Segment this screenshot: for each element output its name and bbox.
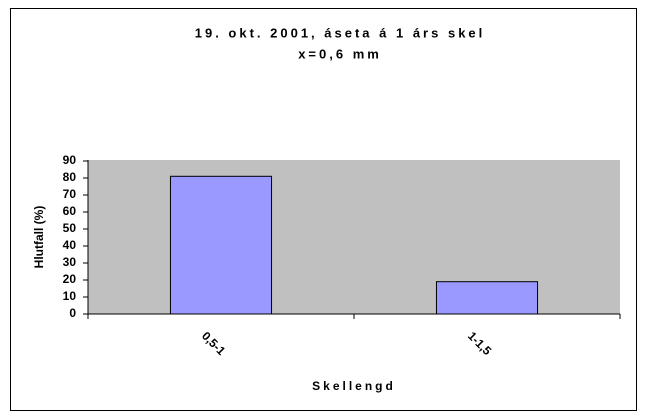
- y-tick-label: 70: [63, 187, 77, 201]
- y-tick-label: 20: [63, 272, 77, 286]
- y-axis-label: Hlutfall (%): [32, 206, 46, 269]
- y-tick-label: 40: [63, 238, 77, 252]
- y-tick-label: 30: [63, 255, 77, 269]
- chart-subtitle: x=0,6 mm: [298, 46, 382, 61]
- y-tick-label: 90: [63, 153, 77, 167]
- chart-title: 19. okt. 2001, áseta á 1 árs skel: [195, 25, 486, 40]
- y-tick-label: 0: [69, 306, 76, 320]
- y-tick-label: 60: [63, 204, 77, 218]
- bar: [169, 175, 273, 315]
- plot-area: [88, 160, 620, 314]
- y-tick-label: 10: [63, 289, 77, 303]
- y-tick-label: 50: [63, 221, 77, 235]
- x-axis-label: Skellengd: [312, 379, 396, 393]
- bar: [435, 281, 539, 315]
- y-tick-label: 80: [63, 170, 77, 184]
